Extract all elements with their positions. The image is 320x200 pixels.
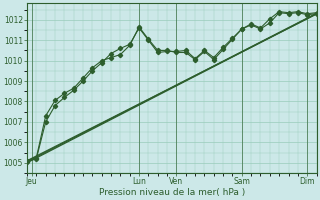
X-axis label: Pression niveau de la mer( hPa ): Pression niveau de la mer( hPa ) [99, 188, 245, 197]
